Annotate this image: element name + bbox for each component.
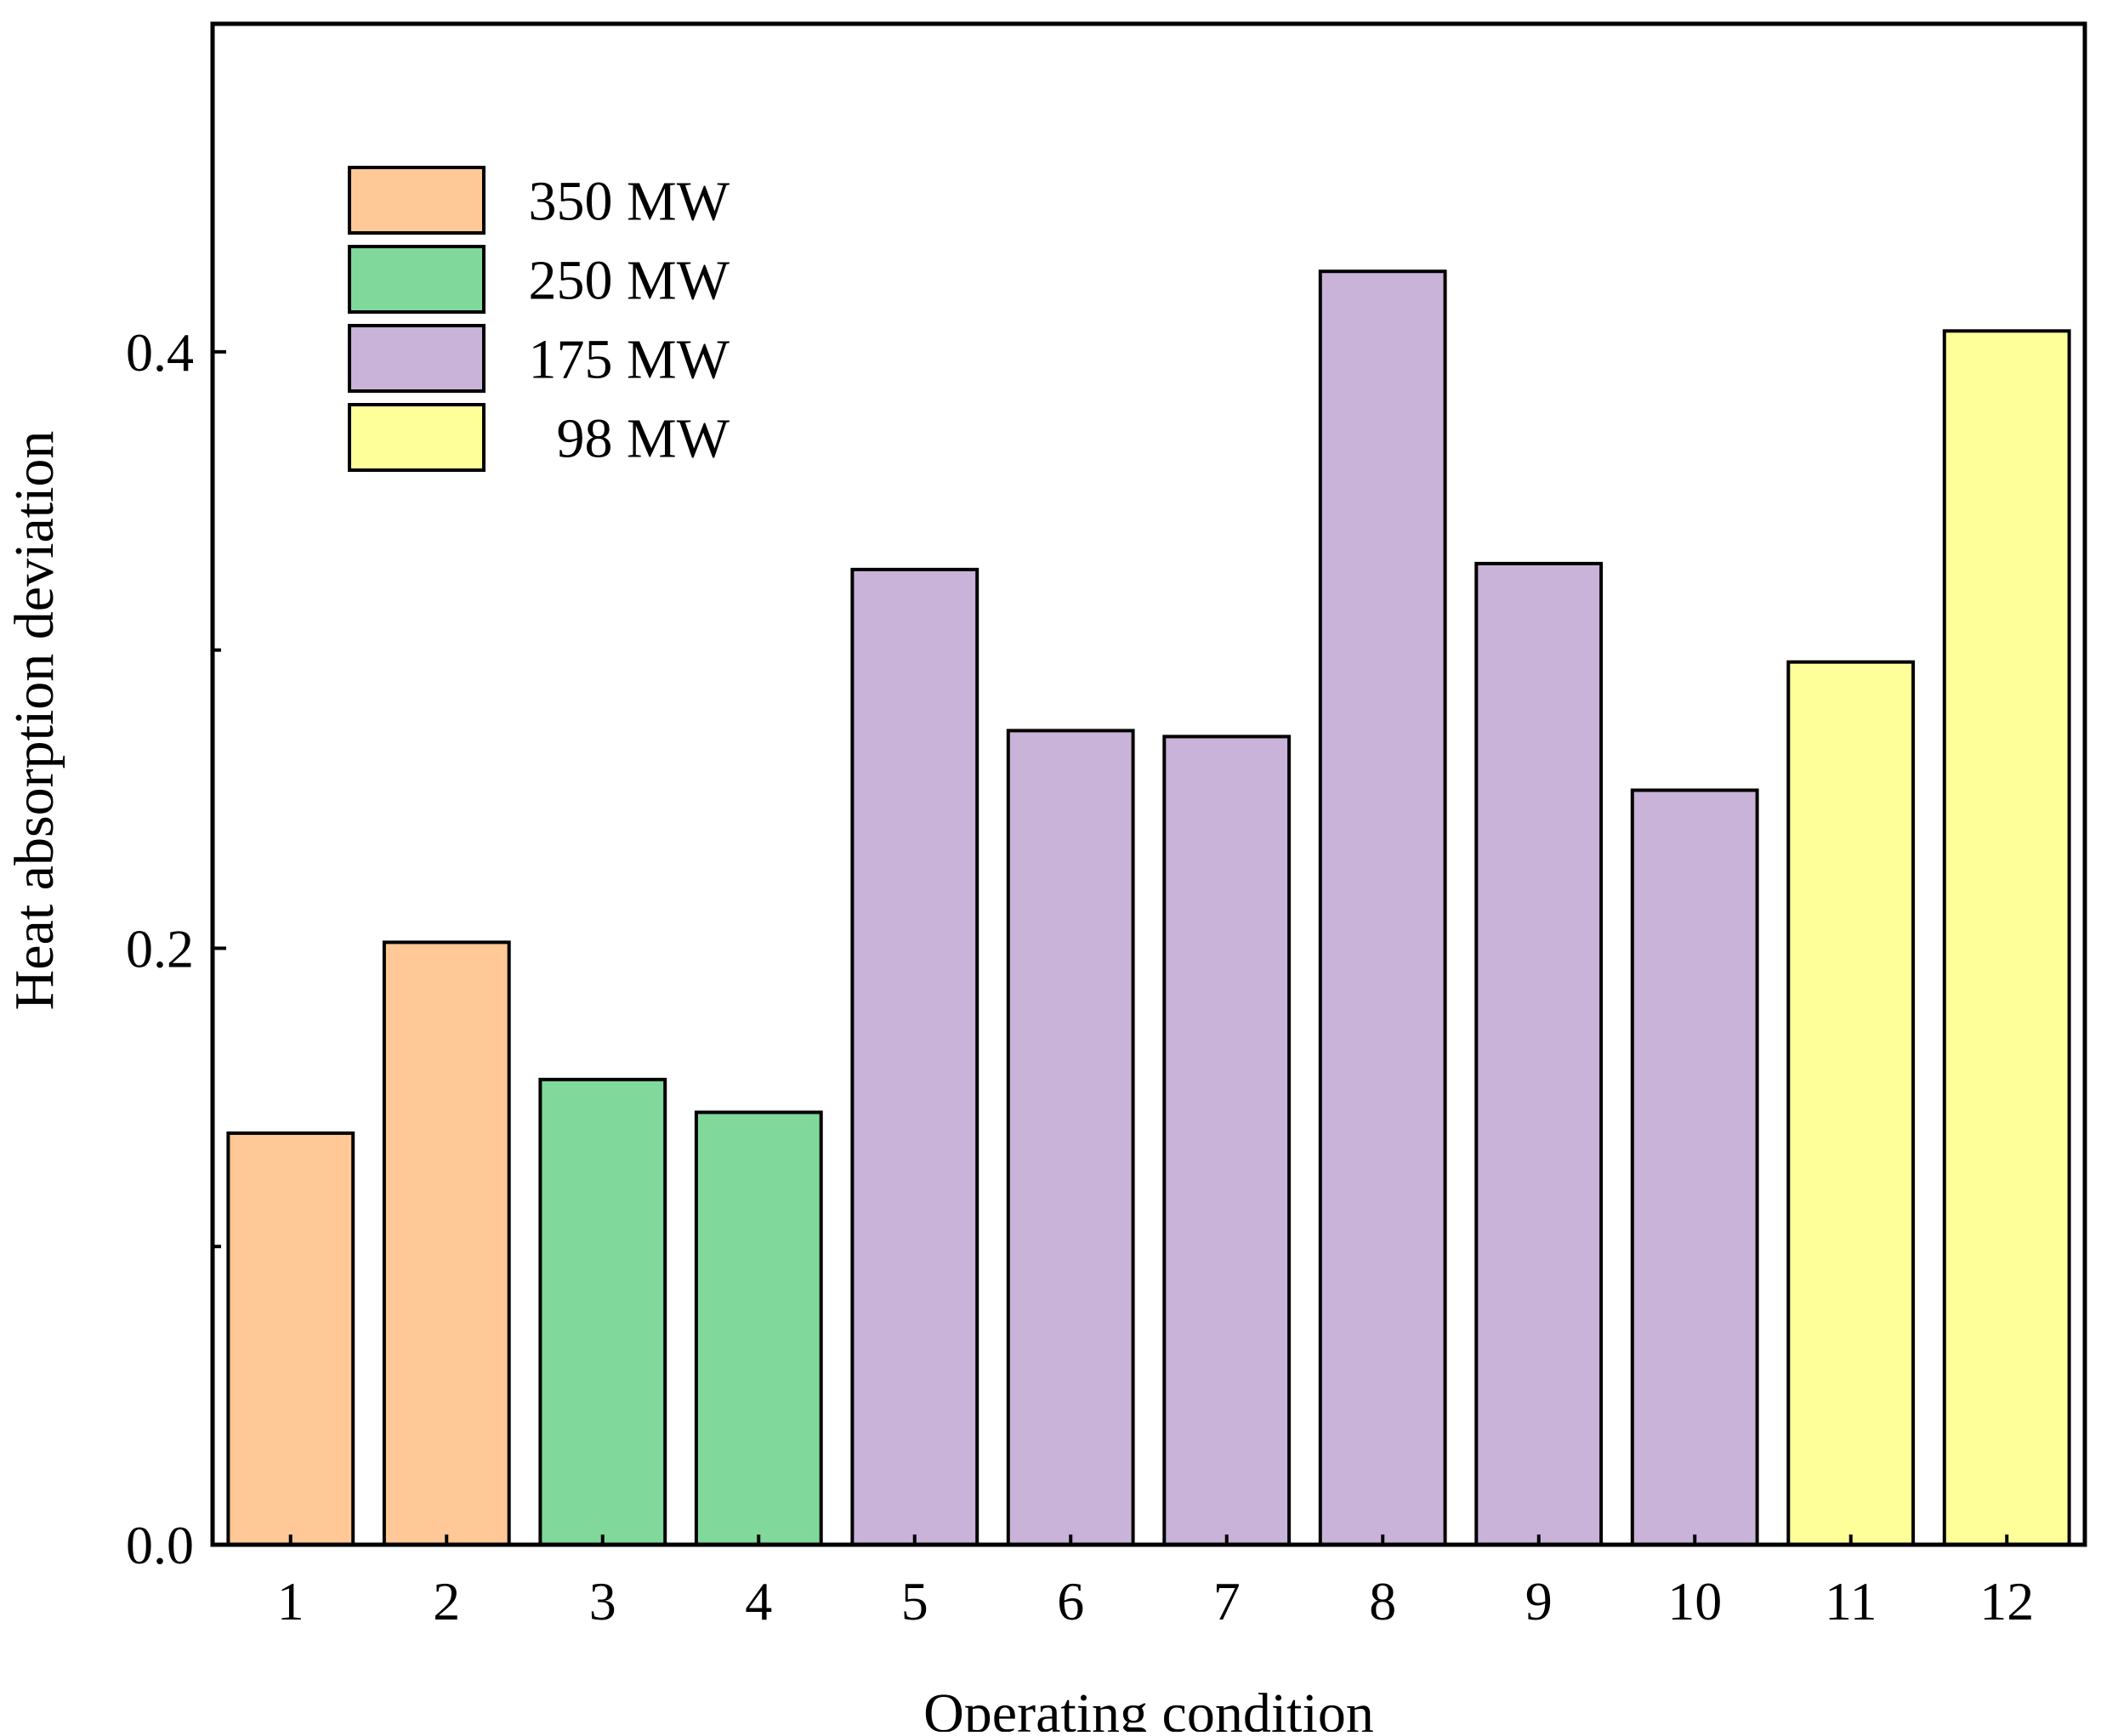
y-tick-label: 0.2 — [126, 918, 194, 979]
bar-condition-1 — [226, 1131, 355, 1547]
x-tick-label: 10 — [1667, 1571, 1722, 1631]
legend-swatch — [348, 403, 485, 472]
x-tick-label: 6 — [1057, 1571, 1084, 1631]
bar-condition-11 — [1786, 660, 1916, 1547]
bar-condition-8 — [1318, 269, 1447, 1547]
bar-condition-3 — [538, 1077, 667, 1547]
axes-layer — [210, 21, 2087, 1547]
x-tick-label: 11 — [1825, 1571, 1877, 1631]
x-tick-label: 12 — [1979, 1571, 2034, 1631]
bar-condition-5 — [850, 567, 980, 1546]
legend-swatch — [348, 324, 485, 393]
x-axis-title: Operating condition — [923, 1682, 1374, 1732]
y-tick-label: 0.4 — [126, 322, 194, 383]
bar-condition-2 — [382, 940, 511, 1546]
plot-frame — [210, 21, 2087, 1547]
bar-condition-10 — [1630, 788, 1759, 1546]
ticks-layer: 1 2 3 4 5 6 7 8 9 10 11 120.00.20.4 — [126, 322, 2034, 1631]
x-tick-label: 5 — [901, 1571, 928, 1631]
bars-layer — [226, 269, 2071, 1547]
bar-condition-9 — [1474, 561, 1604, 1546]
legend: 350 MW 250 MW 175 MW 98 MW — [348, 166, 730, 472]
x-tick-label: 2 — [433, 1571, 460, 1631]
legend-label: 175 MW — [529, 329, 730, 391]
y-axis-title: Heat absorption deviation — [3, 431, 65, 1011]
x-tick-label: 9 — [1525, 1571, 1553, 1631]
y-tick-label: 0.0 — [126, 1515, 194, 1575]
x-tick-label: 1 — [277, 1571, 304, 1631]
x-tick-label: 7 — [1213, 1571, 1241, 1631]
bar-condition-7 — [1162, 735, 1292, 1546]
x-tick-label: 4 — [745, 1571, 772, 1631]
x-tick-label: 3 — [589, 1571, 616, 1631]
legend-swatch — [348, 245, 485, 314]
x-tick-label: 8 — [1369, 1571, 1396, 1631]
legend-swatch — [348, 166, 485, 235]
bar-condition-12 — [1942, 329, 2071, 1546]
bar-condition-4 — [694, 1110, 823, 1547]
legend-label: 98 MW — [557, 408, 730, 470]
bar-condition-6 — [1006, 729, 1135, 1546]
legend-label: 350 MW — [529, 171, 730, 233]
legend-label: 250 MW — [529, 250, 730, 312]
